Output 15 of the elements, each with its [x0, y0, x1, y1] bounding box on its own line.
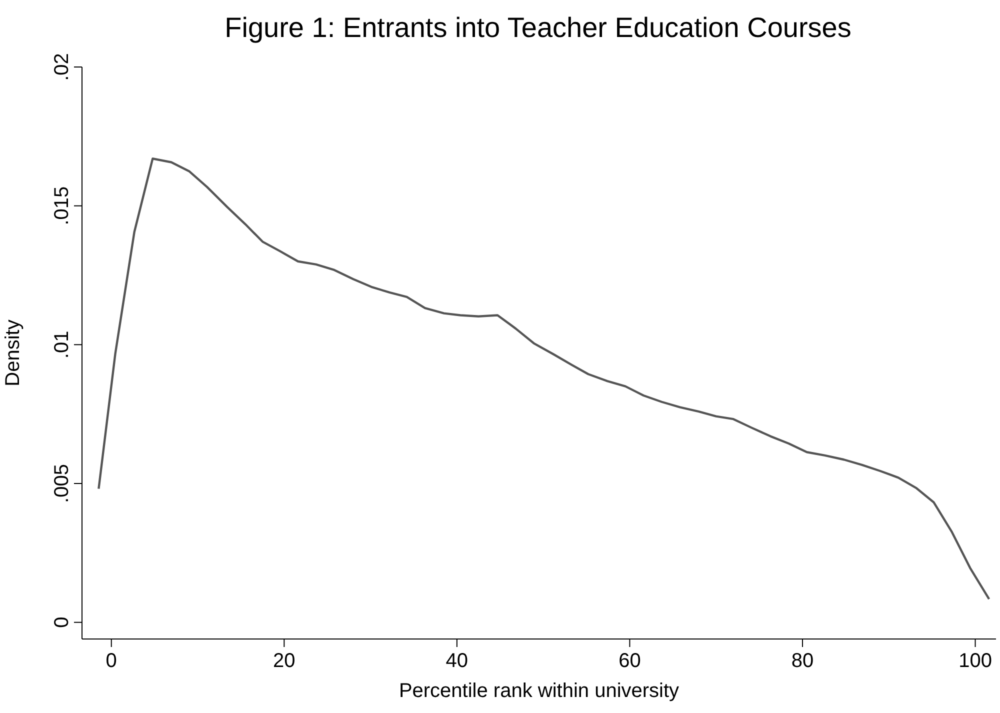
- y-tick-label: .02: [51, 53, 73, 81]
- chart-title: Figure 1: Entrants into Teacher Education Courses: [224, 12, 852, 44]
- line-series: [98, 158, 990, 600]
- y-tick-label: 0: [51, 616, 73, 628]
- x-tick-label: 60: [618, 650, 641, 672]
- y-axis-title: Density: [2, 320, 24, 386]
- x-tick-label: 0: [106, 650, 117, 672]
- y-tick-label: .01: [51, 330, 73, 359]
- x-tick-label: 80: [791, 650, 814, 672]
- x-tick-label: 20: [273, 650, 296, 672]
- y-tick-label: .005: [51, 464, 73, 503]
- y-tick-label: .015: [51, 186, 73, 226]
- x-tick-label: 40: [446, 650, 468, 672]
- x-tick-label: 100: [958, 650, 992, 672]
- x-axis-title: Percentile rank within university: [398, 680, 680, 702]
